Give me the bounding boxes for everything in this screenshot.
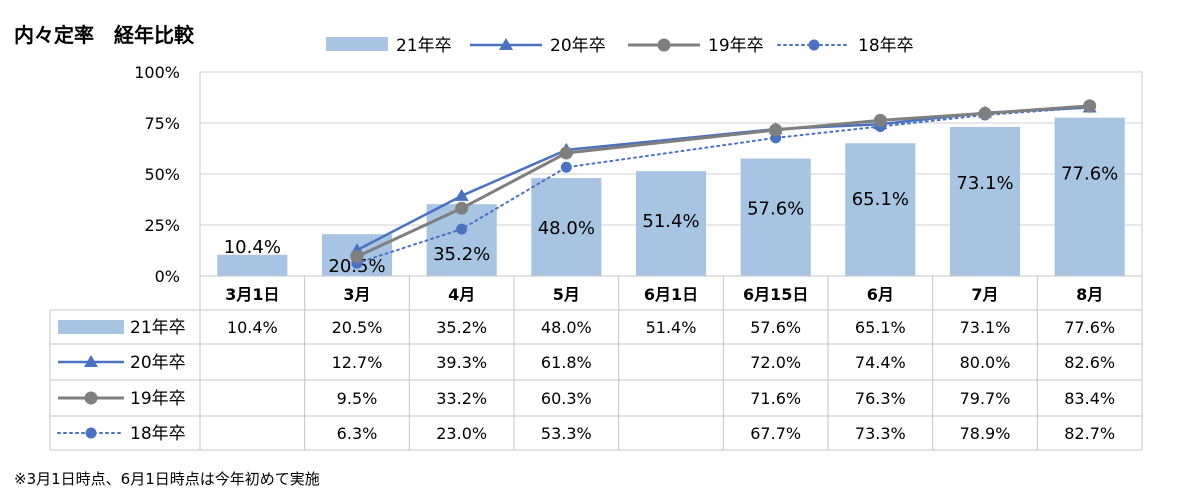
y-tick-label: 75%: [144, 114, 180, 133]
category-label: 5月: [553, 285, 580, 304]
legend-swatch-21: [326, 37, 388, 51]
table-cell: 79.7%: [960, 389, 1011, 408]
bar-21: [531, 178, 602, 276]
table-cell: 73.1%: [960, 318, 1011, 337]
category-label: 6月: [867, 285, 894, 304]
table-cell: 33.2%: [436, 389, 487, 408]
table-cell: 78.9%: [960, 424, 1011, 443]
table-cell: 72.0%: [750, 353, 801, 372]
row-label: 21年卒: [130, 318, 186, 338]
table-cell: 77.6%: [1064, 318, 1115, 337]
table-cell: 20.5%: [332, 318, 383, 337]
legend-label-18: 18年卒: [858, 36, 914, 56]
point-18: [456, 223, 468, 235]
row-label: 18年卒: [130, 424, 186, 444]
row-label: 20年卒: [130, 353, 186, 373]
category-label: 3月: [343, 285, 370, 304]
point-19: [873, 113, 887, 127]
category-label: 7月: [971, 285, 998, 304]
category-label: 6月15日: [743, 285, 808, 304]
row-key-marker-20: [84, 355, 98, 367]
point-19: [350, 250, 364, 264]
bar-data-label: 65.1%: [852, 189, 909, 210]
table-cell: 23.0%: [436, 424, 487, 443]
bar-21: [217, 254, 288, 276]
table-cell: 82.7%: [1064, 424, 1115, 443]
point-18: [560, 161, 572, 173]
table-cell: 73.3%: [855, 424, 906, 443]
point-19: [1083, 99, 1097, 113]
row-key-marker-18: [85, 427, 97, 439]
bar-data-label: 48.0%: [538, 218, 595, 239]
legend-label-19: 19年卒: [708, 36, 764, 56]
row-label: 19年卒: [130, 389, 186, 409]
category-label: 8月: [1076, 285, 1103, 304]
table-cell: 65.1%: [855, 318, 906, 337]
table-cell: 76.3%: [855, 389, 906, 408]
table-cell: 48.0%: [541, 318, 592, 337]
y-tick-label: 100%: [134, 63, 180, 82]
table-cell: 39.3%: [436, 353, 487, 372]
point-19: [978, 106, 992, 120]
bar-data-label: 57.6%: [747, 198, 804, 219]
table-cell: 9.5%: [337, 389, 378, 408]
point-20: [454, 188, 469, 201]
legend-marker-20: [499, 38, 513, 50]
legend-label-20: 20年卒: [550, 36, 606, 56]
bar-data-label: 35.2%: [433, 244, 490, 265]
table-cell: 61.8%: [541, 353, 592, 372]
table-cell: 6.3%: [337, 424, 378, 443]
table-cell: 60.3%: [541, 389, 592, 408]
table-cell: 82.6%: [1064, 353, 1115, 372]
legend: 21年卒 20年卒 19年卒 18年卒: [326, 36, 914, 56]
bar-21: [1054, 117, 1125, 276]
legend-marker-18: [808, 39, 820, 51]
table-cell: 74.4%: [855, 353, 906, 372]
table-cell: 35.2%: [436, 318, 487, 337]
category-label: 6月1日: [644, 285, 698, 304]
y-tick-label: 0%: [155, 267, 180, 286]
bar-data-label: 10.4%: [224, 237, 281, 258]
row-key-21: [58, 320, 124, 334]
bar-21: [949, 126, 1021, 276]
point-19: [769, 123, 783, 137]
bar-21: [426, 204, 497, 276]
row-key-marker-19: [84, 391, 98, 405]
bars: [217, 117, 1125, 276]
point-19: [455, 201, 469, 215]
table-cell: 67.7%: [750, 424, 801, 443]
table-cell: 80.0%: [960, 353, 1011, 372]
y-tick-label: 25%: [144, 216, 180, 235]
data-table: 3月1日 3月 4月 5月 6月1日 6月15日 6月 7月 8月 21年卒 10.4% 20.5% 3…: [49, 275, 1143, 451]
table-cell: 12.7%: [332, 353, 383, 372]
table-cell: 53.3%: [541, 424, 592, 443]
category-label: 4月: [448, 285, 475, 304]
table-cell: 57.6%: [750, 318, 801, 337]
y-tick-label: 50%: [144, 165, 180, 184]
table-cell: 10.4%: [227, 318, 278, 337]
bar-21: [845, 143, 916, 276]
table-cell: 51.4%: [646, 318, 697, 337]
y-axis: 0% 25% 50% 75% 100%: [134, 63, 180, 286]
legend-marker-19: [657, 38, 671, 52]
bar-data-label: 77.6%: [1061, 164, 1118, 185]
bar-21: [635, 171, 707, 276]
table-cell: 71.6%: [750, 389, 801, 408]
legend-label-21: 21年卒: [396, 36, 452, 56]
bar-data-label: 51.4%: [642, 211, 699, 232]
table-cell: 83.4%: [1064, 389, 1115, 408]
chart-title: 内々定率 経年比較: [14, 23, 195, 47]
category-label: 3月1日: [225, 285, 279, 304]
series-lines: [350, 99, 1097, 269]
bar-21: [740, 158, 811, 276]
bar-data-label: 73.1%: [956, 173, 1013, 194]
footnote: ※3月1日時点、6月1日時点は今年初めて実施: [14, 470, 320, 488]
point-19: [559, 146, 573, 160]
